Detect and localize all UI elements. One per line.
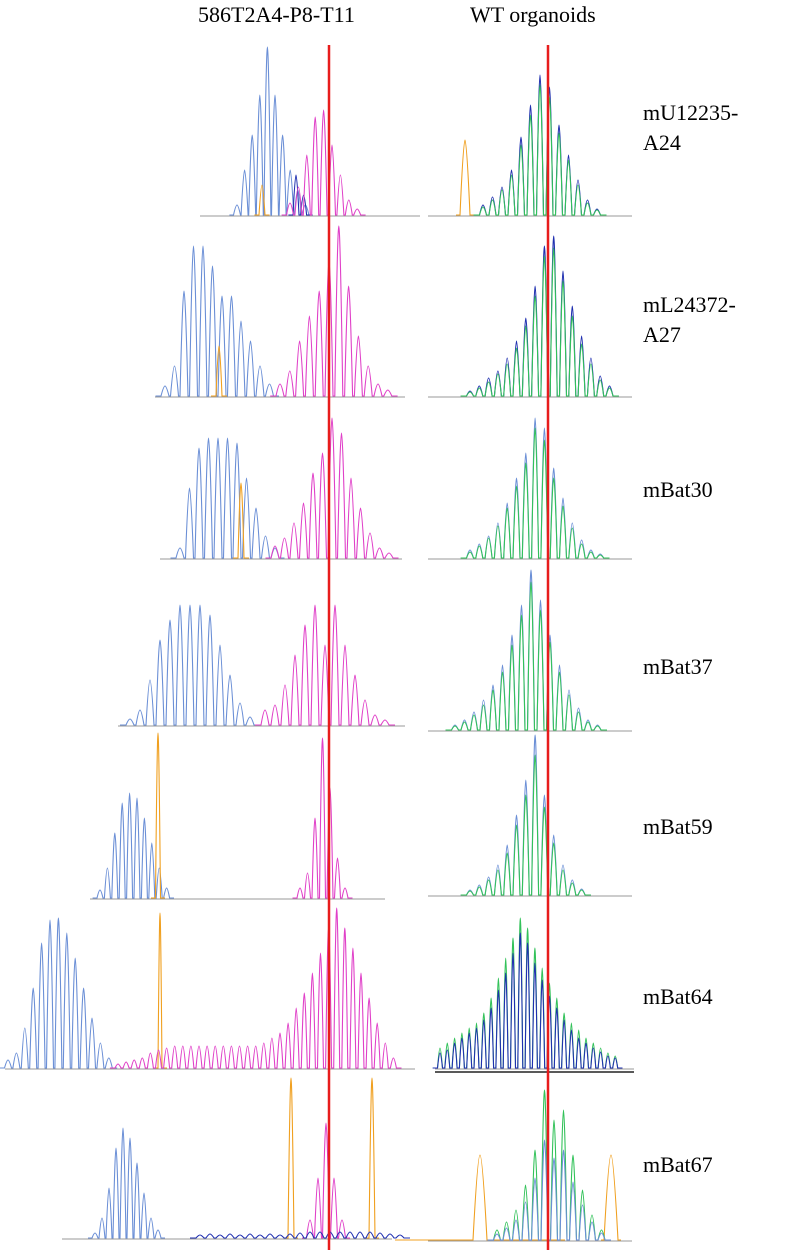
- left-trace-2-1: [155, 245, 279, 397]
- left-trace-3-1: [170, 437, 285, 559]
- left-trace-2-2: [211, 345, 227, 397]
- left-trace-7-3: [365, 1077, 379, 1239]
- left-column-title: 586T2A4-P8-T11: [198, 2, 355, 27]
- marker-label-4: mBat37: [643, 654, 713, 679]
- left-trace-7-5: [190, 1231, 410, 1239]
- right-trace-1-1: [456, 139, 474, 216]
- right-trace-1-3: [473, 84, 607, 216]
- right-trace-6-2: [432, 932, 623, 1069]
- left-trace-5-2: [151, 732, 165, 899]
- right-trace-4-2: [445, 581, 607, 731]
- left-trace-6-2: [153, 912, 167, 1069]
- left-trace-5-3: [292, 737, 353, 899]
- left-trace-6-3: [109, 907, 402, 1069]
- right-trace-7-2: [601, 1154, 621, 1241]
- left-trace-5-1: [92, 792, 174, 899]
- right-trace-7-1: [395, 1154, 565, 1241]
- left-trace-1-1: [229, 46, 313, 216]
- left-trace-7-4: [302, 1122, 350, 1239]
- left-trace-7-1: [88, 1127, 165, 1239]
- marker-label-6: mBat64: [643, 984, 713, 1009]
- marker-label-7: mBat67: [643, 1152, 713, 1177]
- left-trace-1-4: [281, 109, 366, 216]
- right-trace-4-1: [445, 569, 607, 731]
- marker-label-5: mBat59: [643, 814, 713, 839]
- marker-label-1: mU12235- A24: [643, 100, 739, 155]
- right-trace-7-4: [487, 1139, 611, 1241]
- right-trace-5-1: [460, 734, 591, 896]
- right-trace-5-2: [460, 754, 591, 896]
- left-trace-4-2: [255, 604, 395, 726]
- right-trace-3-2: [460, 427, 610, 559]
- right-column-title: WT organoids: [470, 2, 596, 27]
- left-trace-6-1: [0, 917, 118, 1069]
- left-trace-7-2: [284, 1077, 298, 1239]
- right-trace-6-1: [432, 917, 623, 1069]
- left-trace-4-1: [120, 604, 260, 726]
- right-trace-2-1: [460, 235, 619, 397]
- left-trace-3-2: [233, 482, 249, 559]
- left-trace-2-3: [270, 225, 398, 397]
- left-trace-1-2: [254, 184, 270, 216]
- right-trace-2-2: [460, 247, 619, 397]
- left-trace-3-3: [265, 417, 399, 559]
- right-trace-3-1: [460, 417, 610, 559]
- marker-label-2: mL24372- A27: [643, 292, 736, 347]
- marker-label-3: mBat30: [643, 477, 713, 502]
- right-trace-1-2: [473, 74, 607, 216]
